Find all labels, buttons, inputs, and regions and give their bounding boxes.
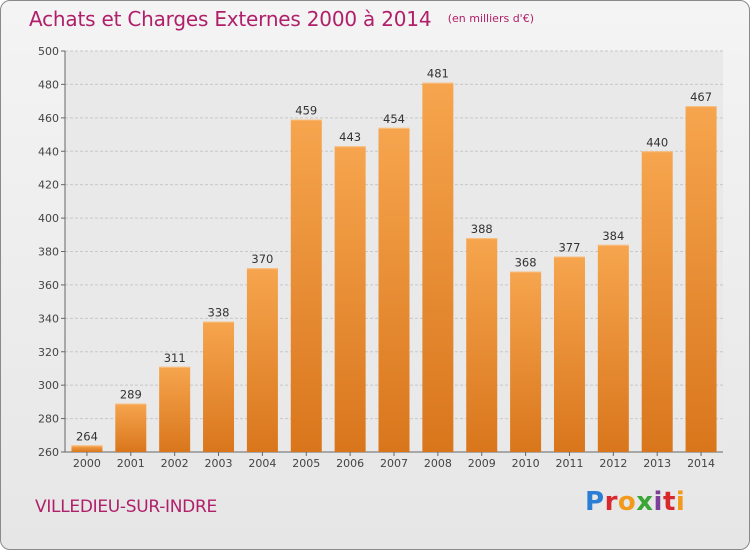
y-tick-label: 400 xyxy=(38,212,59,225)
bar xyxy=(71,445,103,452)
y-tick-label: 280 xyxy=(38,413,59,426)
x-tick-label: 2012 xyxy=(599,457,627,470)
x-tick-label: 2014 xyxy=(687,457,715,470)
bar xyxy=(378,127,410,452)
bar xyxy=(159,366,191,452)
data-label: 467 xyxy=(690,90,712,104)
logo-letter: P xyxy=(585,487,605,517)
logo-letter: t xyxy=(662,487,676,517)
y-tick-label: 260 xyxy=(38,446,59,459)
y-tick-label: 480 xyxy=(38,78,59,91)
x-tick-label: 2007 xyxy=(380,457,408,470)
data-label: 388 xyxy=(471,222,493,236)
bar xyxy=(422,82,454,452)
bar xyxy=(203,321,235,452)
y-tick-label: 340 xyxy=(38,312,59,325)
y-tick-label: 320 xyxy=(38,346,59,359)
x-tick-label: 2008 xyxy=(424,457,452,470)
bar xyxy=(290,119,322,453)
data-label: 264 xyxy=(76,429,98,443)
x-tick-label: 2010 xyxy=(512,457,540,470)
bar xyxy=(553,256,585,452)
x-tick-label: 2001 xyxy=(117,457,145,470)
y-tick-label: 440 xyxy=(38,145,59,158)
proxiti-logo: Proxiti xyxy=(585,487,685,517)
data-label: 311 xyxy=(164,351,186,365)
bar xyxy=(510,271,542,452)
chart-title-text: Achats et Charges Externes 2000 à 2014 xyxy=(29,7,432,31)
logo-letter: x xyxy=(636,487,654,517)
bar xyxy=(466,238,498,452)
data-label: 368 xyxy=(515,256,537,270)
data-label: 370 xyxy=(251,252,273,266)
data-label: 338 xyxy=(208,306,230,320)
x-tick-label: 2003 xyxy=(205,457,233,470)
x-tick-label: 2000 xyxy=(73,457,101,470)
data-label: 459 xyxy=(295,104,317,118)
x-tick-label: 2011 xyxy=(555,457,583,470)
bar xyxy=(334,146,366,453)
logo-letter: o xyxy=(617,487,637,517)
x-tick-label: 2004 xyxy=(248,457,276,470)
x-tick-label: 2005 xyxy=(292,457,320,470)
bar xyxy=(597,244,629,452)
y-tick-label: 380 xyxy=(38,246,59,259)
y-tick-label: 360 xyxy=(38,279,59,292)
chart-unit: (en milliers d'€) xyxy=(447,12,534,25)
logo-letter: r xyxy=(604,487,618,517)
y-tick-label: 500 xyxy=(38,45,59,58)
data-label: 443 xyxy=(339,130,361,144)
y-tick-label: 460 xyxy=(38,112,59,125)
x-tick-label: 2006 xyxy=(336,457,364,470)
data-label: 384 xyxy=(602,229,624,243)
bar xyxy=(246,268,278,452)
y-tick-label: 300 xyxy=(38,379,59,392)
x-tick-label: 2013 xyxy=(643,457,671,470)
data-label: 440 xyxy=(646,135,668,149)
bar xyxy=(115,403,147,452)
bar xyxy=(685,106,717,452)
data-label: 481 xyxy=(427,67,449,81)
x-tick-label: 2009 xyxy=(468,457,496,470)
data-label: 289 xyxy=(120,388,142,402)
logo-letter: i xyxy=(675,487,686,517)
x-tick-label: 2002 xyxy=(161,457,189,470)
logo-letter: i xyxy=(653,487,663,517)
data-label: 377 xyxy=(558,241,580,255)
data-label: 454 xyxy=(383,112,405,126)
commune-name: VILLEDIEU-SUR-INDRE xyxy=(35,497,217,517)
bar xyxy=(641,151,673,452)
chart-title: Achats et Charges Externes 2000 à 2014 (… xyxy=(29,7,534,31)
y-tick-label: 420 xyxy=(38,179,59,192)
